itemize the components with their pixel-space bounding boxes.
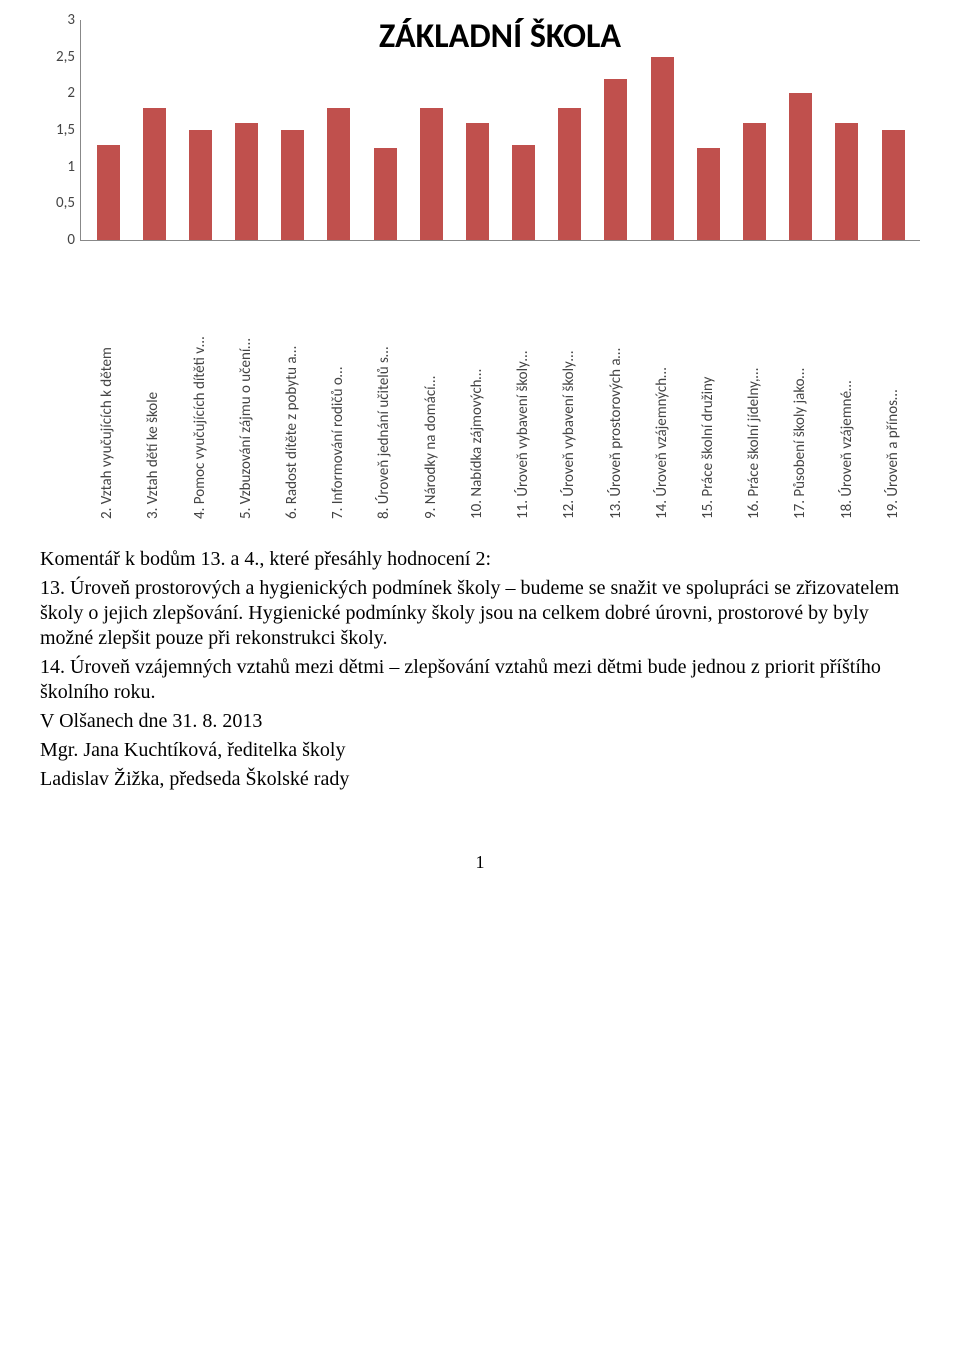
body-text: Komentář k bodům 13. a 4., které přesáhl…: [40, 547, 920, 792]
bar: [604, 79, 627, 240]
signature-1: Mgr. Jana Kuchtíková, ředitelka školy: [40, 738, 920, 763]
x-label-slot: 9. Národky na domácí…: [408, 249, 454, 523]
x-tick-label: 2. Vztah vyučujících k dětem: [98, 249, 116, 523]
date-line: V Olšanech dne 31. 8. 2013: [40, 709, 920, 734]
x-tick-label: 18. Úroveň vzájemné…: [838, 249, 856, 523]
bar-slot: [224, 123, 270, 240]
y-tick-label: 2: [41, 84, 75, 102]
bar-slot: [639, 57, 685, 240]
x-tick-label: 9. Národky na domácí…: [422, 249, 440, 523]
bar-slot: [408, 108, 454, 240]
bar-slot: [593, 79, 639, 240]
x-label-slot: 4. Pomoc vyučujících dítěti v…: [176, 249, 222, 523]
x-tick-label: 14. Úroveň vzájemných…: [653, 249, 671, 523]
bar: [143, 108, 166, 240]
y-tick-label: 1: [41, 158, 75, 176]
bar: [835, 123, 858, 240]
x-tick-label: 8. Úroveň jednání učitelů s…: [375, 249, 393, 523]
bar-slot: [870, 130, 916, 240]
bar-slot: [454, 123, 500, 240]
x-tick-label: 5. Vzbuzování zájmu o učení…: [237, 249, 255, 523]
bar-slot: [547, 108, 593, 240]
signature-2: Ladislav Žižka, předseda Školské rady: [40, 767, 920, 792]
x-label-slot: 8. Úroveň jednání učitelů s…: [361, 249, 407, 523]
bar-slot: [270, 130, 316, 240]
x-label-slot: 3. Vztah dětí ke škole: [130, 249, 176, 523]
bar-slot: [685, 148, 731, 240]
plot-area: 00,511,522,53: [80, 20, 920, 241]
paragraph-13: 13. Úroveň prostorových a hygienických p…: [40, 576, 920, 651]
bar: [512, 145, 535, 240]
bar-slot: [824, 123, 870, 240]
y-tick-label: 3: [41, 11, 75, 29]
x-label-slot: 16. Práce školní jídelny,…: [731, 249, 777, 523]
x-tick-label: 10. Nabídka zájmových…: [468, 249, 486, 523]
x-tick-label: 19. Úroveň a přínos…: [884, 249, 902, 523]
bar: [97, 145, 120, 240]
bar: [651, 57, 674, 240]
x-tick-label: 3. Vztah dětí ke škole: [144, 249, 162, 523]
y-tick-label: 0,5: [41, 194, 75, 212]
bar: [466, 123, 489, 240]
x-label-slot: 15. Práce školní družiny: [685, 249, 731, 523]
bar: [235, 123, 258, 240]
x-tick-label: 15. Práce školní družiny: [699, 249, 717, 523]
x-label-slot: 6. Radost dítěte z pobytu a…: [269, 249, 315, 523]
x-label-slot: 17. Působení školy jako…: [777, 249, 823, 523]
bar: [327, 108, 350, 240]
bar: [697, 148, 720, 240]
bar: [882, 130, 905, 240]
x-label-slot: 2. Vztah vyučujících k dětem: [84, 249, 130, 523]
x-label-slot: 10. Nabídka zájmových…: [454, 249, 500, 523]
x-label-slot: 13. Úroveň prostorových a…: [592, 249, 638, 523]
y-tick-label: 1,5: [41, 121, 75, 139]
bar-slot: [501, 145, 547, 240]
comment-heading: Komentář k bodům 13. a 4., které přesáhl…: [40, 547, 920, 572]
paragraph-14: 14. Úroveň vzájemných vztahů mezi dětmi …: [40, 655, 920, 705]
x-tick-label: 6. Radost dítěte z pobytu a…: [283, 249, 301, 523]
bar-slot: [778, 93, 824, 240]
x-label-slot: 18. Úroveň vzájemné…: [824, 249, 870, 523]
bar-slot: [362, 148, 408, 240]
bar-slot: [85, 145, 131, 240]
x-label-slot: 11. Úroveň vybavení školy…: [500, 249, 546, 523]
x-tick-label: 13. Úroveň prostorových a…: [607, 249, 625, 523]
x-tick-label: 11. Úroveň vybavení školy…: [514, 249, 532, 523]
x-label-slot: 5. Vzbuzování zájmu o učení…: [223, 249, 269, 523]
bar: [743, 123, 766, 240]
bar-slot: [131, 108, 177, 240]
x-tick-label: 16. Práce školní jídelny,…: [745, 249, 763, 523]
bar-slot: [177, 130, 223, 240]
x-label-slot: 19. Úroveň a přínos…: [870, 249, 916, 523]
bar: [374, 148, 397, 240]
x-label-slot: 7. Informování rodičů o…: [315, 249, 361, 523]
bar-slot: [731, 123, 777, 240]
x-tick-label: 4. Pomoc vyučujících dítěti v…: [191, 249, 209, 523]
bar: [789, 93, 812, 240]
x-axis-labels: 2. Vztah vyučujících k dětem 3. Vztah dět…: [80, 249, 920, 523]
x-tick-label: 12. Úroveň vybavení školy…: [560, 249, 578, 523]
bar: [281, 130, 304, 240]
y-tick-label: 2,5: [41, 48, 75, 66]
page-number: 1: [40, 852, 920, 873]
x-tick-label: 17. Působení školy jako…: [791, 249, 809, 523]
x-label-slot: 12. Úroveň vybavení školy…: [546, 249, 592, 523]
bar: [558, 108, 581, 240]
bar: [420, 108, 443, 240]
bar-chart: ZÁKLADNÍ ŠKOLA 00,511,522,53: [80, 20, 920, 241]
bar-slot: [316, 108, 362, 240]
y-tick-label: 0: [41, 231, 75, 249]
x-tick-label: 7. Informování rodičů o…: [329, 249, 347, 523]
bar: [189, 130, 212, 240]
x-label-slot: 14. Úroveň vzájemných…: [639, 249, 685, 523]
bars-container: [81, 20, 920, 240]
